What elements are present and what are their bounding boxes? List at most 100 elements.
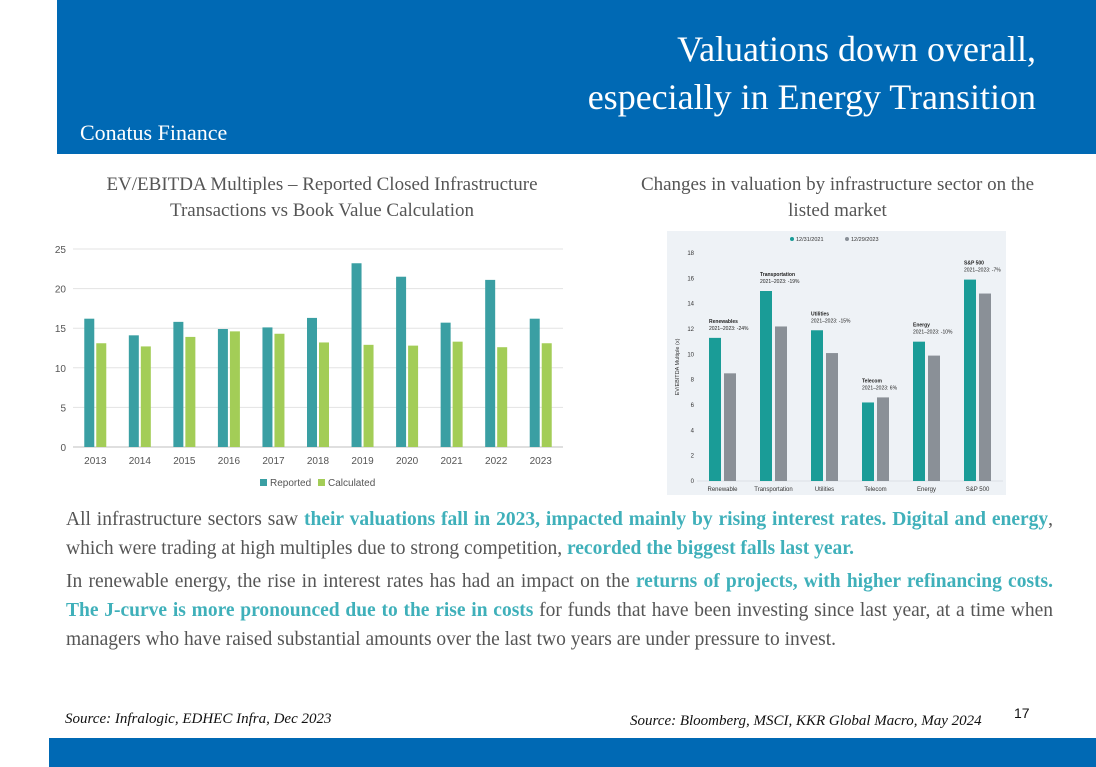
bar-calculated <box>541 343 552 447</box>
footer-bar <box>49 738 1096 767</box>
annotation-sector: Utilities <box>811 311 829 317</box>
x-tick-label: 2021 <box>441 456 464 467</box>
p1-highlight-1: their valuations fall in 2023, impacted … <box>303 509 1049 530</box>
y-axis-label: EV/EBITDA Multiple (x) <box>675 338 681 395</box>
x-tick-label: Telecom <box>864 487 886 493</box>
y-tick-label: 8 <box>691 378 695 384</box>
bar-reported <box>217 328 228 447</box>
p1-text-1: All infrastructure sectors saw <box>66 509 304 530</box>
legend-dot <box>845 237 849 241</box>
x-tick-label: 2015 <box>173 456 196 467</box>
bar-calculated <box>452 341 463 447</box>
bar-y2021 <box>913 341 925 481</box>
annotation-change: 2021–2023: -19% <box>760 279 800 285</box>
bar-reported <box>485 279 496 447</box>
ev-ebitda-chart: 0 5 10 15 20 25 2013 2014 2015 2016 2017 2018 2019 20… <box>55 245 563 489</box>
p1-highlight-2: recorded the biggest falls last year. <box>566 538 854 559</box>
p2-text-2: for funds that have been investing since… <box>66 600 1054 650</box>
chart2-title: Changes in valuation by infrastructure s… <box>640 174 1035 221</box>
bar-y2021 <box>709 337 721 481</box>
annotation-change: 2021–2023: -10% <box>913 330 953 336</box>
x-tick-label: 2013 <box>84 456 107 467</box>
y-tick-label: 10 <box>55 364 67 375</box>
bar-reported <box>173 321 184 447</box>
brand-name: Conatus Finance <box>80 120 228 145</box>
annotation-change: 2021–2023: -7% <box>964 268 1001 274</box>
annotation-sector: S&P 500 <box>964 261 984 267</box>
bar-reported <box>262 327 273 447</box>
bar-y2023 <box>724 373 736 481</box>
legend-swatch <box>260 479 267 486</box>
slide-title-line1: Valuations down overall, <box>677 29 1036 69</box>
y-tick-label: 18 <box>687 251 694 257</box>
y-tick-label: 0 <box>691 479 695 485</box>
header-banner: Valuations down overall, especially in E… <box>57 0 1096 154</box>
bar-calculated <box>140 346 151 447</box>
x-tick-label: Transportation <box>754 487 792 493</box>
bar-y2023 <box>979 293 991 481</box>
p1-text-2: , which were trading at high multiples d… <box>66 509 1053 559</box>
x-tick-label: 2023 <box>530 456 553 467</box>
bar-calculated <box>96 343 107 447</box>
legend-dot <box>790 237 794 241</box>
annotation-change: 2021–2023: -24% <box>709 326 749 332</box>
annotation-change: 2021–2023: 6% <box>862 385 898 391</box>
slide-title-line2: especially in Energy Transition <box>587 77 1036 117</box>
source-note-left: Source: Infralogic, EDHEC Infra, Dec 202… <box>65 711 332 727</box>
y-tick-label: 16 <box>687 276 694 282</box>
y-tick-label: 10 <box>687 352 694 358</box>
annotation-sector: Telecom <box>862 378 882 384</box>
bar-y2023 <box>877 397 889 481</box>
source-note-right: Source: Bloomberg, MSCI, KKR Global Macr… <box>630 713 982 729</box>
x-tick-label: 2018 <box>307 456 330 467</box>
bar-y2023 <box>775 326 787 481</box>
legend-label: Reported <box>270 478 311 489</box>
bar-reported <box>529 318 540 447</box>
x-tick-label: 2020 <box>396 456 419 467</box>
y-tick-label: 14 <box>687 302 694 308</box>
x-tick-label: Renewable <box>707 487 738 493</box>
bar-calculated <box>363 344 374 447</box>
sector-valuation-chart-panel: 0 2 4 6 8 10 12 14 16 18 EV/EBITDA Multiple (x) 12/… <box>667 231 1006 495</box>
legend-label: 12/31/2021 <box>796 237 824 243</box>
annotation-sector: Energy <box>913 323 930 329</box>
paragraph-1: All infrastructure sectors saw their val… <box>66 505 1053 563</box>
annotation-change: 2021–2023: -15% <box>811 318 851 324</box>
x-tick-label: 2017 <box>262 456 285 467</box>
bar-calculated <box>274 333 285 447</box>
chart1-title: EV/EBITDA Multiples – Reported Closed In… <box>106 174 538 221</box>
x-tick-label: S&P 500 <box>966 487 990 493</box>
bar-y2021 <box>760 291 772 481</box>
bar-y2023 <box>826 353 838 481</box>
annotation-sector: Renewables <box>709 319 738 325</box>
y-tick-label: 12 <box>687 327 694 333</box>
y-tick-label: 5 <box>60 403 66 414</box>
bar-calculated <box>408 345 419 447</box>
page-number: 17 <box>1014 705 1030 721</box>
y-tick-label: 6 <box>691 403 695 409</box>
bar-calculated <box>497 347 508 447</box>
x-tick-label: Utilities <box>815 487 834 493</box>
bar-reported <box>440 322 451 447</box>
sector-valuation-chart: 0 2 4 6 8 10 12 14 16 18 EV/EBITDA Multiple (x) 12/… <box>675 237 1003 493</box>
bar-reported <box>351 263 362 447</box>
body-text: All infrastructure sectors saw their val… <box>66 505 1053 658</box>
x-tick-label: 2022 <box>485 456 508 467</box>
y-tick-label: 2 <box>691 454 695 460</box>
x-tick-label: 2014 <box>129 456 152 467</box>
x-tick-label: Energy <box>917 487 936 493</box>
paragraph-2: In renewable energy, the rise in interes… <box>66 567 1053 654</box>
bar-reported <box>84 318 95 447</box>
x-tick-label: 2019 <box>351 456 374 467</box>
bar-reported <box>128 335 139 447</box>
annotation-sector: Transportation <box>760 272 795 278</box>
bar-reported <box>396 276 407 447</box>
bar-y2023 <box>928 355 940 481</box>
legend-label: 12/29/2023 <box>851 237 879 243</box>
y-tick-label: 15 <box>55 324 67 335</box>
y-tick-label: 25 <box>55 245 67 256</box>
bar-calculated <box>185 336 196 447</box>
bar-reported <box>307 317 317 447</box>
y-tick-label: 20 <box>55 285 67 296</box>
y-tick-label: 0 <box>60 443 66 454</box>
